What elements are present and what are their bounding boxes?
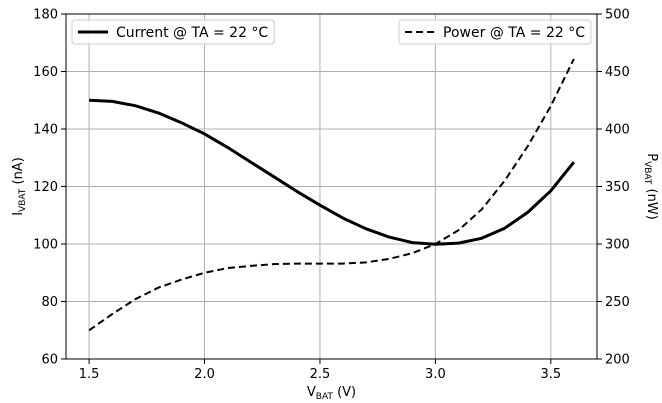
y-left-tick-label-4: 140: [33, 123, 58, 138]
legend-current-label: Current @ TA = 22 °C: [116, 25, 268, 41]
grid-lines: [66, 14, 597, 359]
series-line-power: [88, 58, 575, 332]
y-left-tick-label-3: 120: [33, 180, 58, 195]
y-right-tick-label-5: 450: [605, 65, 630, 80]
y-right-tick-label-4: 400: [605, 123, 630, 138]
x-tick-label-0: 1.5: [79, 367, 100, 382]
y-left-tick-label-0: 60: [41, 353, 58, 368]
y-right-tick-label-0: 200: [605, 353, 630, 368]
y-right-tick-label-3: 350: [605, 180, 630, 195]
legend-current-box: [71, 19, 275, 45]
x-tick-label-1: 2.0: [194, 367, 215, 382]
x-axis-label: VBAT (V): [307, 385, 356, 402]
axis-ticks: 1.5 2.0 2.5 3.0 3.5 60 80 100 120 140 160 180 200 250…: [33, 8, 630, 383]
y-axis-right-label: PVBAT (nW): [642, 153, 659, 220]
y-left-tick-label-2: 100: [33, 238, 58, 253]
y-left-tick-label-6: 180: [33, 8, 58, 23]
x-tick-label-2: 2.5: [310, 367, 331, 382]
y-left-tick-label-1: 80: [41, 295, 58, 310]
x-tick-label-4: 3.5: [540, 367, 561, 382]
y-left-tick-label-5: 160: [33, 65, 58, 80]
legend-power-label: Power @ TA = 22 °C: [443, 25, 585, 41]
legend-current: Current @ TA = 22 °C: [71, 19, 275, 45]
y-right-tick-label-2: 300: [605, 238, 630, 253]
y-right-tick-label-6: 500: [605, 8, 630, 23]
x-tick-label-3: 3.0: [425, 367, 446, 382]
series-lines: [88, 58, 576, 332]
legend-power: Power @ TA = 22 °C: [398, 19, 592, 45]
y-right-tick-label-1: 250: [605, 295, 630, 310]
series-line-current: [89, 98, 576, 246]
legend-power-box: [398, 19, 592, 45]
y-axis-left-label: IVBAT (nA): [11, 157, 28, 216]
